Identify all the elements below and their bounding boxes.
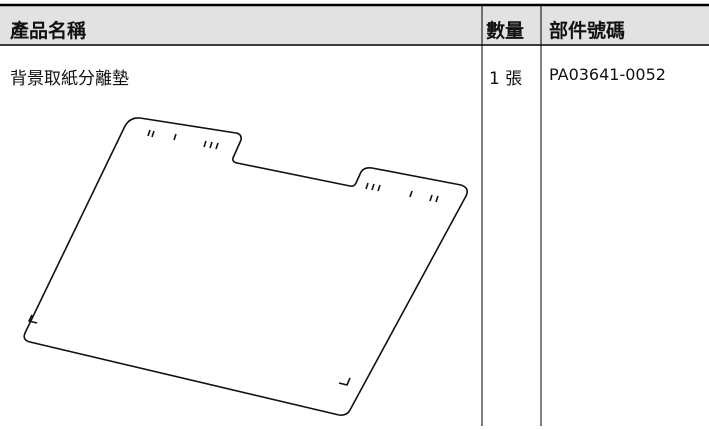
quantity: 1 張: [489, 69, 523, 89]
header-cell: 產品名稱: [10, 20, 87, 42]
header-background: [0, 5, 709, 45]
product-name: 背景取紙分離墊: [10, 69, 129, 89]
header-cell: 數量: [486, 20, 525, 42]
sheet-illustration: [23, 117, 468, 416]
header-cell: 部件號碼: [549, 20, 626, 42]
part-number: PA03641-0052: [549, 65, 666, 84]
